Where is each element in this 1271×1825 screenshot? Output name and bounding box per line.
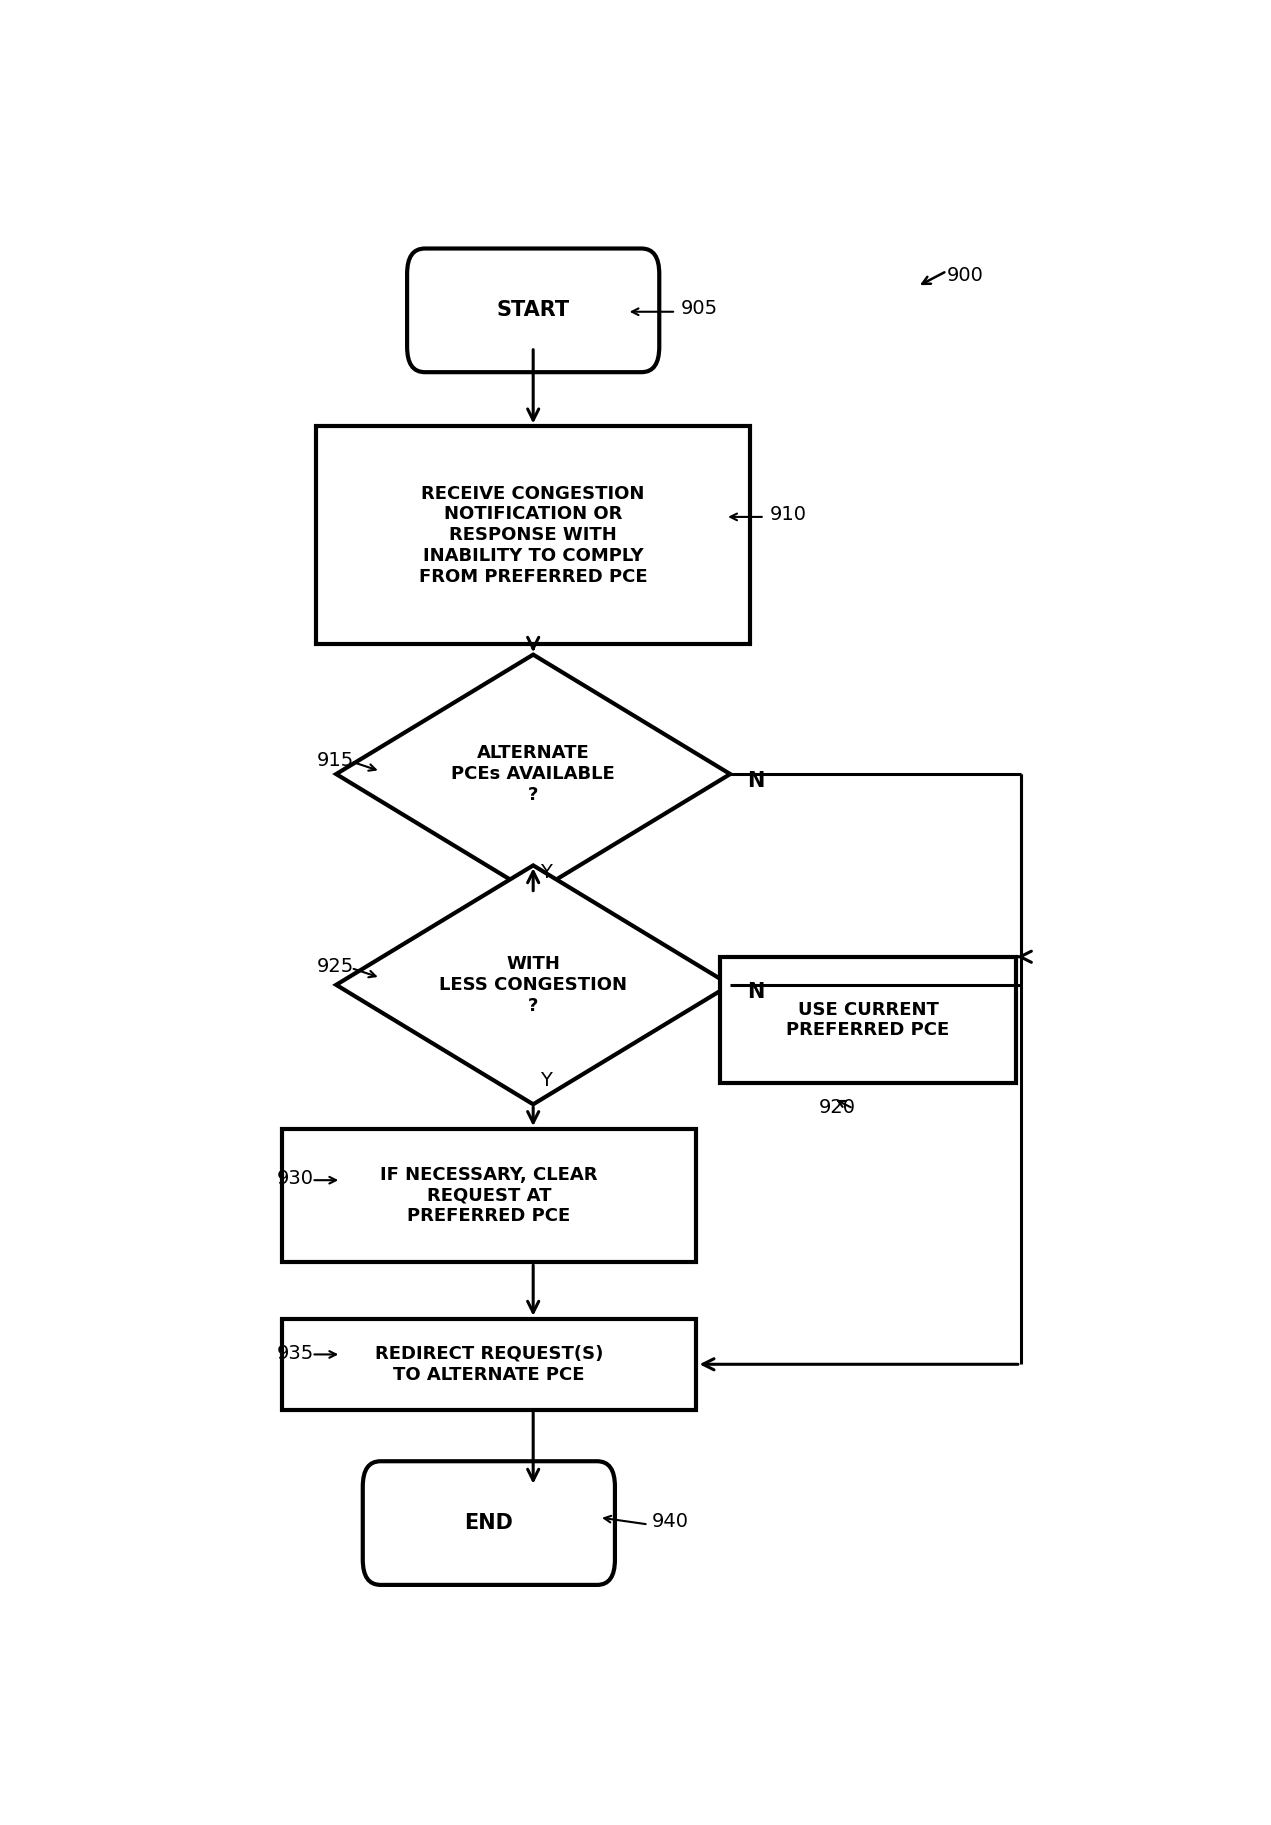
Text: Y: Y	[540, 1071, 552, 1090]
Polygon shape	[336, 865, 730, 1104]
Text: 910: 910	[770, 504, 807, 524]
Bar	[282, 1130, 695, 1263]
Text: ALTERNATE
PCEs AVAILABLE
?: ALTERNATE PCEs AVAILABLE ?	[451, 745, 615, 803]
Text: REDIRECT REQUEST(S)
TO ALTERNATE PCE: REDIRECT REQUEST(S) TO ALTERNATE PCE	[375, 1345, 602, 1383]
Text: END: END	[464, 1513, 513, 1533]
Text: 940: 940	[652, 1513, 689, 1531]
FancyBboxPatch shape	[407, 248, 660, 372]
FancyBboxPatch shape	[362, 1462, 615, 1584]
Text: 925: 925	[316, 956, 353, 976]
Text: 900: 900	[947, 266, 984, 285]
Text: 915: 915	[316, 750, 353, 770]
Text: 920: 920	[819, 1097, 855, 1117]
Bar	[282, 1319, 695, 1411]
Text: IF NECESSARY, CLEAR
REQUEST AT
PREFERRED PCE: IF NECESSARY, CLEAR REQUEST AT PREFERRED…	[380, 1166, 597, 1225]
Text: 935: 935	[277, 1343, 314, 1363]
Bar	[721, 956, 1016, 1084]
Text: WITH
LESS CONGESTION
?: WITH LESS CONGESTION ?	[440, 954, 627, 1015]
Text: 930: 930	[277, 1170, 314, 1188]
Bar	[316, 427, 750, 644]
Polygon shape	[336, 655, 730, 894]
Text: N: N	[747, 772, 764, 790]
Text: Y: Y	[540, 863, 552, 881]
Text: START: START	[497, 301, 569, 321]
Text: N: N	[747, 982, 764, 1002]
Text: USE CURRENT
PREFERRED PCE: USE CURRENT PREFERRED PCE	[787, 1000, 949, 1040]
Text: 905: 905	[681, 299, 718, 318]
Text: RECEIVE CONGESTION
NOTIFICATION OR
RESPONSE WITH
INABILITY TO COMPLY
FROM PREFER: RECEIVE CONGESTION NOTIFICATION OR RESPO…	[419, 485, 647, 586]
